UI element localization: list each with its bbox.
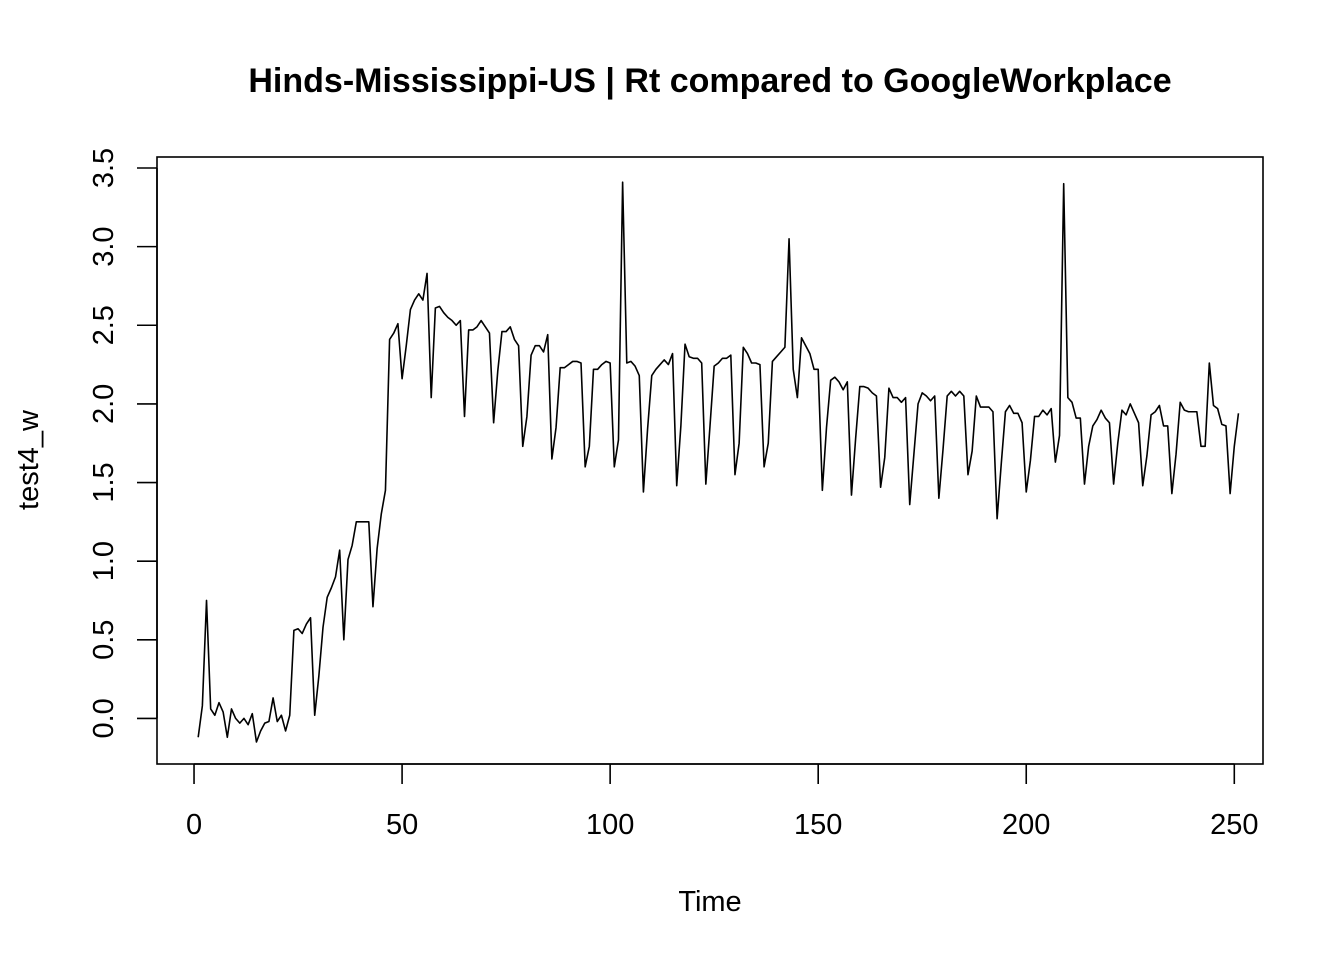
x-axis: 0 50 100 150 200 250 bbox=[186, 763, 1258, 841]
x-axis-label: Time bbox=[678, 886, 741, 918]
y-tick-label: 3.5 bbox=[88, 148, 120, 188]
chart-title: Hinds-Mississippi-US | Rt compared to Go… bbox=[248, 62, 1171, 100]
plot-frame bbox=[156, 156, 1264, 765]
x-tick-label: 200 bbox=[1002, 809, 1050, 841]
y-axis-label: test4_w bbox=[13, 409, 45, 510]
y-axis: 0.0 0.5 1.0 1.5 2.0 2.5 3.0 3.5 bbox=[88, 148, 158, 739]
y-tick-label: 1.0 bbox=[88, 541, 120, 581]
x-tick-label: 250 bbox=[1210, 809, 1258, 841]
y-tick-label: 0.0 bbox=[88, 698, 120, 738]
y-tick-label: 2.5 bbox=[88, 305, 120, 345]
series-line bbox=[197, 181, 1240, 743]
y-tick-label: 3.0 bbox=[88, 226, 120, 266]
x-tick-label: 150 bbox=[794, 809, 842, 841]
y-tick-label: 2.0 bbox=[88, 384, 120, 424]
y-tick-label: 1.5 bbox=[88, 462, 120, 502]
x-tick-label: 50 bbox=[386, 809, 418, 841]
x-tick-label: 0 bbox=[186, 809, 202, 841]
y-tick-label: 0.5 bbox=[88, 620, 120, 660]
x-tick-label: 100 bbox=[586, 809, 634, 841]
